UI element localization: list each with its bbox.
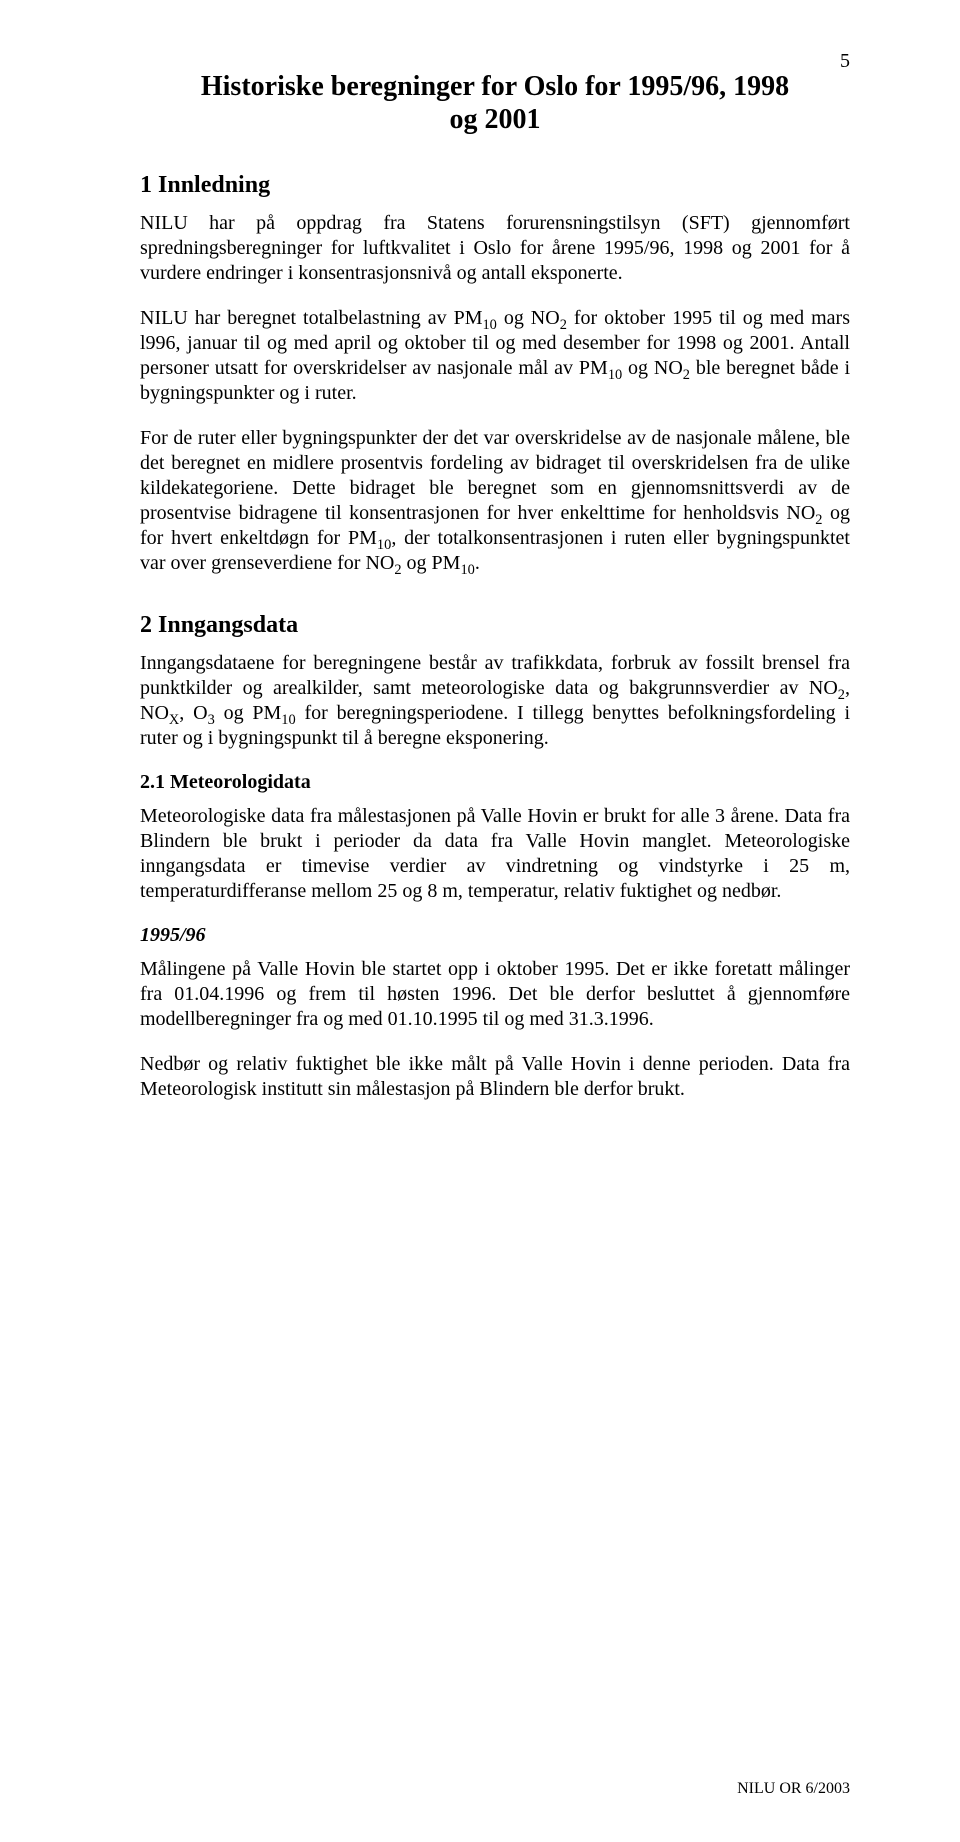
text-run: NILU har beregnet totalbelastning av PM [140,307,482,329]
document-title: Historiske beregninger for Oslo for 1995… [140,70,850,136]
subscript-10: 10 [377,537,391,553]
year-heading-1995-96: 1995/96 [140,924,850,947]
subsection-2-1-paragraph-2: Målingene på Valle Hovin ble startet opp… [140,957,850,1032]
document-page: 5 Historiske beregninger for Oslo for 19… [0,0,960,1842]
text-run: og PM [402,552,461,574]
text-run: og NO [622,357,683,379]
subscript-2: 2 [838,687,845,703]
subscript-10: 10 [460,562,474,578]
subsection-2-1-paragraph-1: Meteorologiske data fra målestasjonen på… [140,804,850,904]
text-run: . [475,552,480,574]
section-2-heading: 2 Inngangsdata [140,612,850,639]
text-run: For de ruter eller bygningspunkter der d… [140,427,850,524]
text-run: og PM [215,702,282,724]
subscript-10: 10 [482,317,496,333]
section-1-paragraph-1: NILU har på oppdrag fra Statens forurens… [140,211,850,286]
section-1-heading: 1 Innledning [140,172,850,199]
text-run: og NO [497,307,560,329]
subscript-x: X [169,712,179,728]
subscript-2: 2 [394,562,401,578]
subscript-2: 2 [683,367,690,383]
subsection-2-1-heading: 2.1 Meteorologidata [140,771,850,794]
section-2-paragraph-1: Inngangsdataene for beregningene består … [140,651,850,751]
subscript-10: 10 [608,367,622,383]
section-1-paragraph-2: NILU har beregnet totalbelastning av PM1… [140,306,850,406]
page-number: 5 [840,50,850,73]
title-line-2: og 2001 [450,104,541,135]
subscript-2: 2 [560,317,567,333]
subsection-2-1-paragraph-3: Nedbør og relativ fuktighet ble ikke mål… [140,1052,850,1102]
section-1-paragraph-3: For de ruter eller bygningspunkter der d… [140,426,850,576]
title-line-1: Historiske beregninger for Oslo for 1995… [201,71,789,102]
subscript-10: 10 [281,712,295,728]
subscript-3: 3 [208,712,215,728]
footer-reference: NILU OR 6/2003 [737,1780,850,1798]
text-run: , O [179,702,207,724]
text-run: Inngangsdataene for beregningene består … [140,652,850,699]
